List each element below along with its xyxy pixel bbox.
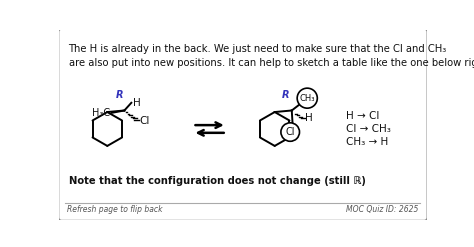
FancyBboxPatch shape (58, 29, 428, 221)
Text: Cl: Cl (140, 116, 150, 125)
Text: Refresh page to flip back: Refresh page to flip back (67, 205, 163, 214)
Text: H: H (305, 113, 313, 123)
Text: Cl: Cl (285, 127, 295, 137)
Text: R: R (116, 90, 123, 100)
Text: CH₃: CH₃ (300, 94, 315, 103)
Text: Note that the configuration does not change (still ℝ): Note that the configuration does not cha… (69, 176, 365, 186)
Text: H₃C: H₃C (92, 108, 110, 118)
Text: MOC Quiz ID: 2625: MOC Quiz ID: 2625 (346, 205, 419, 214)
Text: The H is already in the back. We just need to make sure that the Cl and CH₃
are : The H is already in the back. We just ne… (69, 44, 474, 68)
Text: CH₃ → H: CH₃ → H (346, 137, 388, 147)
Text: H: H (133, 98, 141, 108)
Text: Cl → CH₃: Cl → CH₃ (346, 124, 391, 134)
Text: H → Cl: H → Cl (346, 111, 379, 121)
Circle shape (281, 123, 300, 141)
Circle shape (297, 88, 317, 108)
Text: R: R (282, 90, 289, 100)
